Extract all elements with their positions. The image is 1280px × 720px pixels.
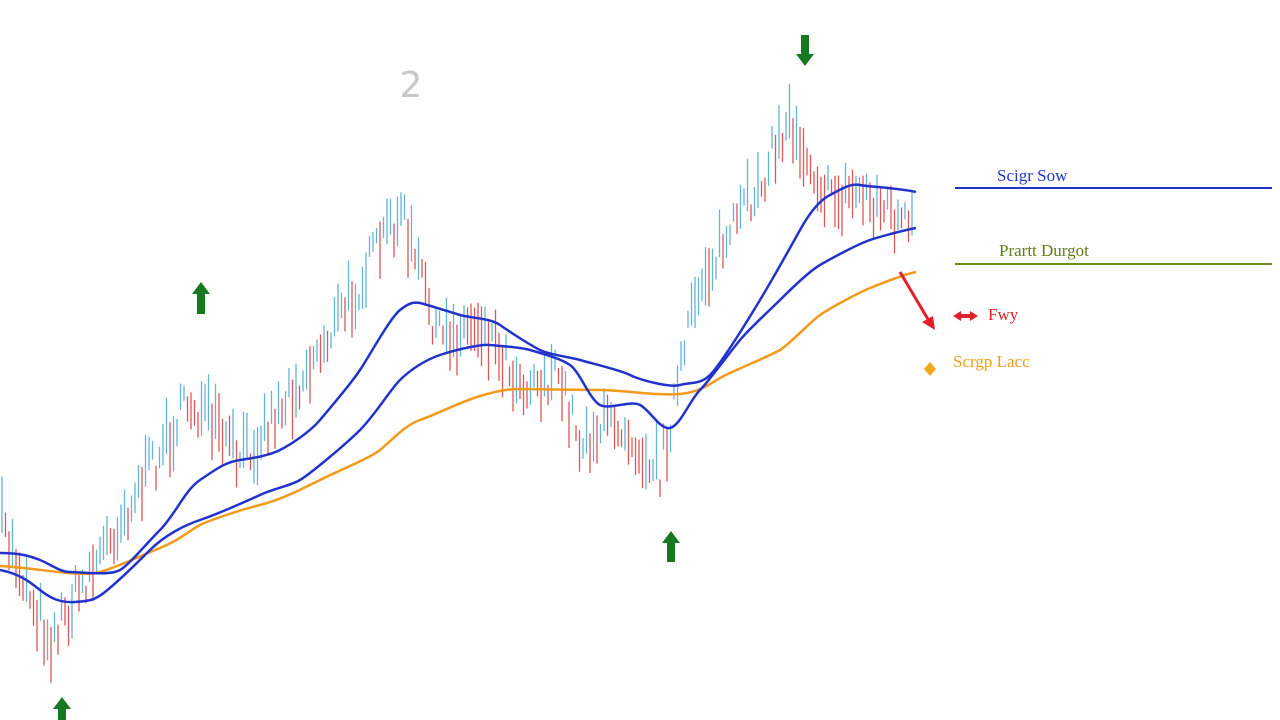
up-arrow	[53, 697, 71, 720]
stop-loss-label: Scrgp Lacc	[953, 352, 1030, 371]
up-arrow	[662, 531, 680, 562]
moving-average-fast	[0, 226, 917, 604]
moving-average-slow	[0, 270, 917, 576]
up-arrow	[192, 282, 210, 314]
candles	[1, 83, 913, 683]
moving-average-medium	[0, 183, 917, 575]
down-arrow	[796, 35, 814, 66]
buy-arrow-icon	[953, 311, 978, 321]
signal-arrows	[53, 35, 814, 720]
chart-number: 2	[400, 65, 423, 106]
sell-stop-label: Scigr Sow	[997, 166, 1068, 185]
buy-label: Fwy	[988, 305, 1019, 324]
stop-loss-icon	[924, 362, 936, 376]
exit-arrow	[898, 271, 935, 330]
profit-target-label: Prartt Durgot	[999, 241, 1089, 260]
